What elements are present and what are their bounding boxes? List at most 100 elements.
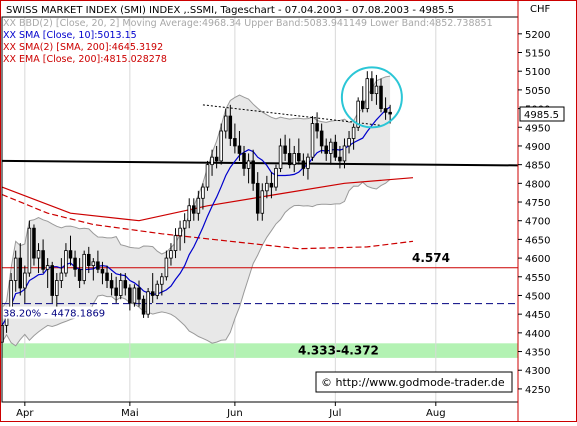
candle-body xyxy=(132,287,137,304)
candle-body xyxy=(155,283,160,296)
candle-body xyxy=(274,167,278,188)
candle-body xyxy=(109,280,114,289)
candle-body xyxy=(169,250,173,259)
candle-body xyxy=(315,123,319,132)
support-zone-layer xyxy=(2,343,518,358)
candle-body xyxy=(388,111,392,115)
candle-body xyxy=(347,138,351,147)
candle-body xyxy=(342,145,347,162)
candle-body xyxy=(338,156,342,162)
y-tick-label: 5050 xyxy=(525,86,550,97)
candle-body xyxy=(310,123,315,158)
candle-body xyxy=(351,126,356,139)
candle-body xyxy=(365,78,370,109)
candle-body xyxy=(192,205,196,214)
x-tick-label: Mai xyxy=(121,408,139,419)
candle-body xyxy=(45,265,50,270)
candle-body xyxy=(27,227,32,274)
candle-body xyxy=(13,257,18,281)
candle-body xyxy=(64,250,68,274)
candle-body xyxy=(173,235,178,252)
candle-body xyxy=(141,298,146,315)
candle-body xyxy=(114,287,118,296)
candle-body xyxy=(333,141,338,158)
candle-body xyxy=(36,250,41,259)
black-support-line xyxy=(1,159,519,167)
candle-body xyxy=(23,272,27,289)
ema-200-line xyxy=(1,177,414,222)
candle-body xyxy=(82,253,86,281)
y-tick-label: 4850 xyxy=(525,161,550,172)
candle-body xyxy=(297,153,301,162)
candle-body xyxy=(214,156,219,162)
candle-body xyxy=(260,190,265,214)
candle-body xyxy=(68,250,73,259)
candle-body xyxy=(269,182,274,188)
y-tick-label: 4700 xyxy=(525,217,550,228)
x-tick-label: Jul xyxy=(328,408,341,419)
fib-label-bg xyxy=(2,306,98,319)
y-tick-label: 4450 xyxy=(525,310,550,321)
candle-body xyxy=(32,227,36,259)
candle-body xyxy=(105,272,109,281)
candle-body xyxy=(301,160,306,169)
bollinger-upper-line xyxy=(1,75,391,309)
current-value-label: 4985.5 xyxy=(524,110,559,121)
y-tick-label: 5100 xyxy=(525,67,550,78)
y-tick-label: 4750 xyxy=(525,198,550,209)
candle-body xyxy=(251,160,255,184)
candle-body xyxy=(237,145,242,154)
bollinger-layer xyxy=(1,75,391,347)
candle-body xyxy=(356,100,360,128)
y-tick-label: 4250 xyxy=(525,385,550,396)
candles-layer xyxy=(0,71,392,348)
candle-body xyxy=(164,257,169,278)
candle-body xyxy=(128,287,132,304)
y-tick-label: 4900 xyxy=(525,142,550,153)
candle-body xyxy=(59,272,64,281)
support-zone-band xyxy=(2,343,518,358)
candle-body xyxy=(374,85,379,95)
y-tick-label: 4800 xyxy=(525,179,550,190)
candle-body xyxy=(360,100,365,109)
y-tick-label: 4950 xyxy=(525,123,550,134)
candle-body xyxy=(292,153,297,166)
candle-body xyxy=(77,268,82,281)
copyright-box xyxy=(315,371,513,393)
candle-body xyxy=(278,145,283,169)
legend-entry: XX SMA [Close, 10]:5013.15 xyxy=(3,30,137,41)
resistance-dotted-line xyxy=(202,104,382,126)
candle-body xyxy=(265,182,269,192)
support-zone-label: 4.333-4.372 xyxy=(298,344,379,358)
candle-body xyxy=(150,291,155,296)
chart-title: SWISS MARKET INDEX (SMI) INDEX ,.SSMI, T… xyxy=(6,5,454,16)
candle-body xyxy=(223,115,228,132)
bollinger-lower-line xyxy=(1,179,391,347)
candle-body xyxy=(91,261,96,266)
candle-body xyxy=(242,153,246,169)
candle-body xyxy=(228,115,233,139)
candle-body xyxy=(233,138,237,147)
y-tick-label: 4600 xyxy=(525,254,550,265)
x-tick-label: Aug xyxy=(426,408,446,419)
candle-body xyxy=(182,220,187,229)
level-4574-label: 4.574 xyxy=(412,251,450,265)
candle-body xyxy=(379,85,383,109)
candle-body xyxy=(319,130,324,147)
candle-body xyxy=(55,280,59,296)
fib-38-label: 38.20% - 4478.1869 xyxy=(3,309,105,320)
candle-body xyxy=(205,164,210,188)
candle-body xyxy=(18,257,23,289)
candle-body xyxy=(137,287,141,300)
candle-body xyxy=(123,280,128,289)
copyright-text: © http://www.godmode-trader.de xyxy=(321,376,505,389)
candle-body xyxy=(283,145,287,154)
candle-body xyxy=(196,197,201,214)
x-tick-label: Jun xyxy=(226,408,243,419)
candle-body xyxy=(9,280,13,311)
y-tick-label: 4400 xyxy=(525,329,550,340)
candle-body xyxy=(96,261,100,270)
candle-body xyxy=(383,108,388,113)
candle-body xyxy=(246,160,251,169)
